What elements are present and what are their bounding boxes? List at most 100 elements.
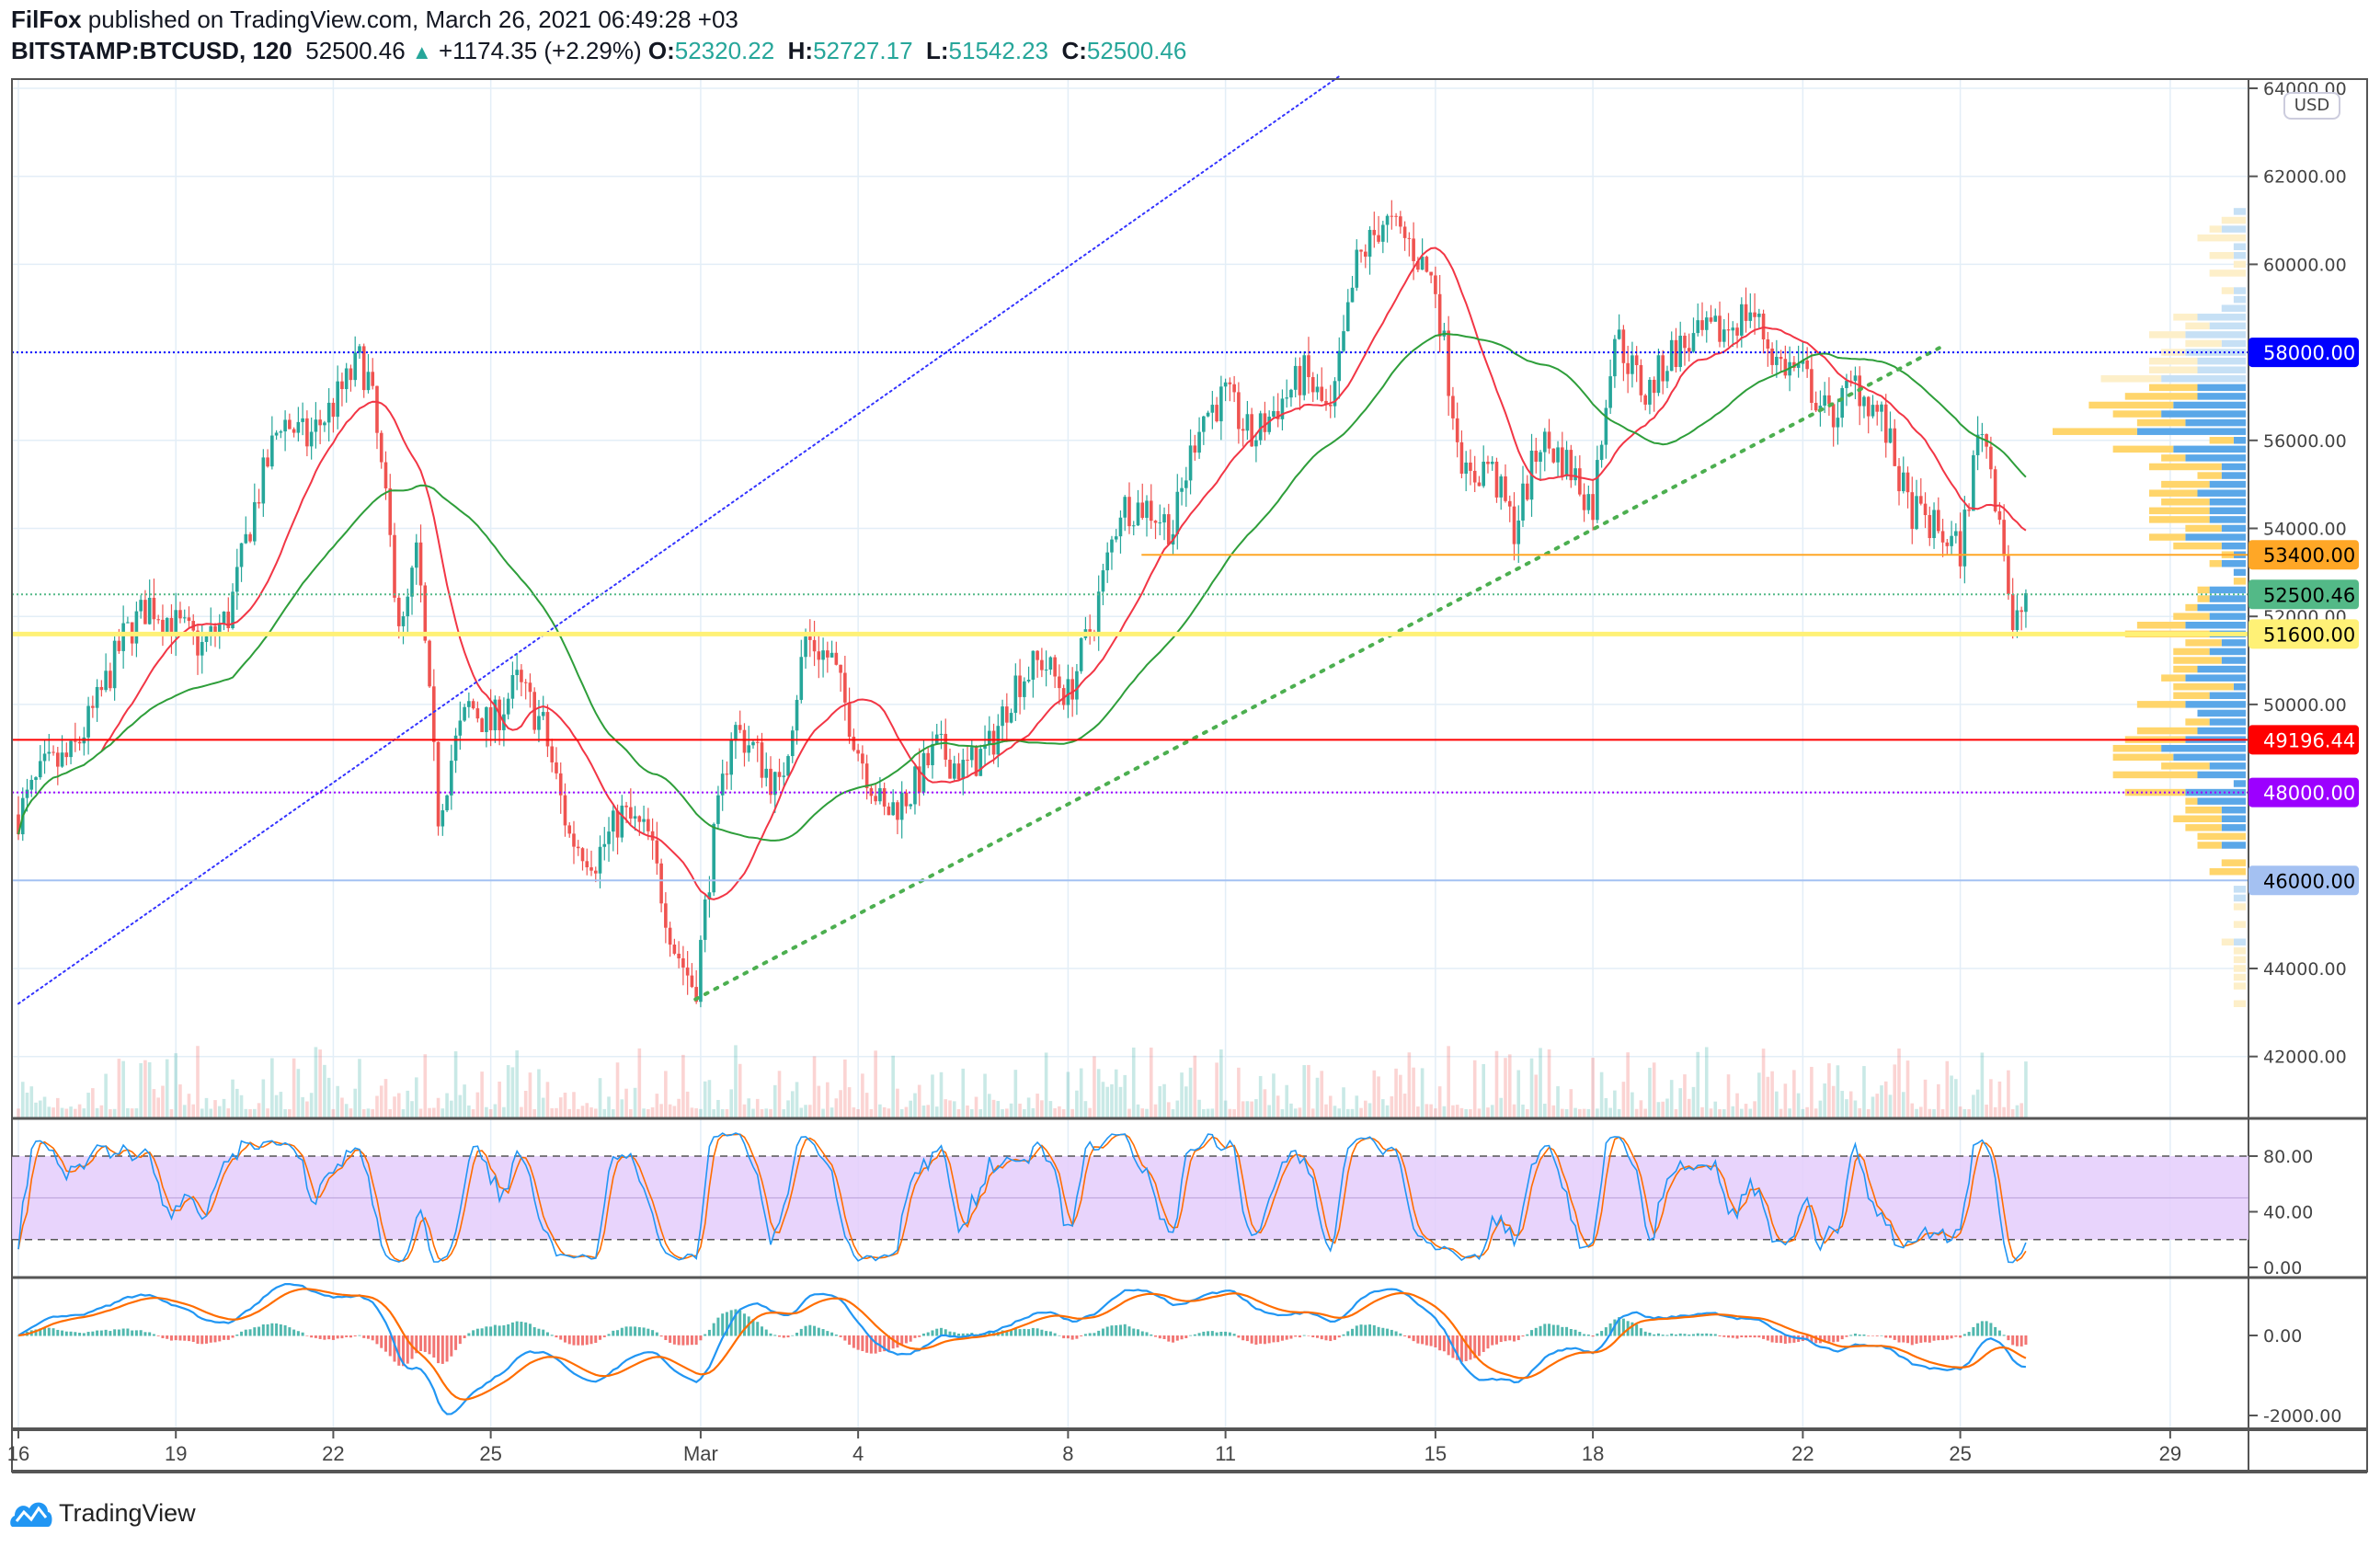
volume-bar: [1447, 1046, 1450, 1118]
macd-histogram-bar: [1718, 1335, 1722, 1337]
time-tick-label: 11: [1215, 1442, 1236, 1465]
candle-body: [1166, 514, 1171, 545]
candle-body: [1040, 659, 1044, 670]
macd-histogram-bar: [1591, 1335, 1595, 1337]
macd-histogram-bar: [1276, 1335, 1280, 1343]
macd-histogram-bar: [283, 1324, 287, 1336]
volume-bar: [253, 1108, 257, 1118]
volume-bar: [1018, 1103, 1022, 1118]
macd-histogram-bar: [1364, 1324, 1367, 1336]
author-name[interactable]: FilFox: [11, 6, 82, 33]
candle-body: [537, 716, 541, 730]
volume-bar: [528, 1072, 532, 1118]
macd-histogram-bar: [1005, 1330, 1009, 1336]
macd-histogram-bar: [988, 1332, 991, 1336]
volume-profile-down-bar: [2209, 252, 2234, 259]
volume-profile-up-bar: [2197, 489, 2246, 497]
macd-histogram-bar: [1207, 1331, 1210, 1336]
candle-body: [1564, 450, 1569, 477]
macd-histogram-bar: [1779, 1335, 1783, 1344]
volume-profile-down-bar: [2161, 480, 2210, 488]
volume-bar: [1385, 1105, 1390, 1118]
tradingview-logo[interactable]: TradingView: [9, 1497, 196, 1529]
candle-body: [1390, 215, 1394, 217]
macd-histogram-bar: [891, 1335, 895, 1349]
volume-bar: [95, 1107, 99, 1118]
candle-body: [1149, 500, 1153, 521]
macd-histogram-bar: [1118, 1324, 1122, 1336]
volume-bar: [1792, 1070, 1796, 1118]
volume-bar: [467, 1105, 471, 1118]
candle-body: [1918, 496, 1923, 504]
volume-bar: [690, 1107, 694, 1118]
candle-body: [904, 792, 909, 807]
volume-bar: [991, 1099, 996, 1118]
macd-histogram-bar: [1031, 1327, 1035, 1336]
candle-body: [1342, 331, 1345, 351]
candle-body: [200, 641, 204, 656]
volume-bar: [56, 1097, 60, 1118]
candle-body: [1337, 350, 1342, 382]
macd-histogram-bar: [1910, 1335, 1914, 1346]
candle-body: [74, 740, 77, 742]
macd-histogram-bar: [1945, 1335, 1949, 1340]
macd-histogram-bar: [948, 1331, 952, 1336]
candle-body: [117, 640, 121, 651]
candle-body: [664, 903, 668, 928]
macd-histogram-bar: [1928, 1335, 1931, 1343]
symbol-name[interactable]: BITSTAMP:BTCUSD, 120: [11, 37, 292, 64]
candle-body: [1210, 405, 1215, 413]
volume-bar: [231, 1079, 235, 1118]
macd-histogram-bar: [1372, 1324, 1376, 1336]
candle-body: [1429, 271, 1433, 276]
candle-body: [1202, 416, 1206, 432]
macd-histogram-bar: [156, 1335, 160, 1336]
macd-histogram-bar: [1530, 1330, 1534, 1336]
candle-body: [432, 686, 436, 742]
volume-bar: [318, 1049, 322, 1118]
macd-histogram-bar: [507, 1324, 510, 1336]
volume-bar: [769, 1108, 772, 1118]
volume-bar: [567, 1108, 572, 1118]
volume-bar: [834, 1098, 839, 1118]
macd-histogram-bar: [1871, 1335, 1874, 1336]
candle-body: [2024, 592, 2028, 613]
macd-histogram-bar: [139, 1330, 143, 1336]
volume-profile-up-bar: [2209, 516, 2246, 523]
volume-bar: [1634, 1108, 1639, 1118]
candle-body: [782, 775, 786, 777]
currency-badge[interactable]: USD: [2283, 92, 2340, 120]
macd-histogram-bar: [231, 1335, 235, 1338]
volume-bar: [782, 1109, 786, 1118]
volume-bar: [1210, 1108, 1215, 1118]
candle-body: [56, 752, 60, 767]
volume-profile-down-bar: [2233, 1000, 2246, 1007]
volume-bar: [1586, 1108, 1591, 1118]
candle-body: [1596, 460, 1599, 521]
volume-profile-up-bar: [2209, 586, 2246, 594]
volume-bar: [1455, 1105, 1459, 1118]
volume-bar: [1355, 1095, 1359, 1118]
candle-body: [1066, 679, 1070, 705]
macd-histogram-bar: [1783, 1335, 1787, 1344]
macd-histogram-bar: [143, 1332, 147, 1336]
open-label: O:: [647, 37, 675, 64]
volume-bar: [1810, 1066, 1814, 1118]
candle-body: [1534, 451, 1539, 462]
volume-bar: [1918, 1106, 1923, 1118]
volume-bar: [1494, 1050, 1499, 1118]
candle-body: [213, 625, 217, 635]
candle-body: [485, 706, 488, 732]
candle-body: [1845, 380, 1848, 388]
volume-bar: [1359, 1107, 1363, 1118]
volume-bar: [2002, 1106, 2006, 1118]
macd-histogram-bar: [528, 1324, 532, 1336]
price-label-text: 52500.46: [2263, 584, 2355, 606]
volume-profile-up-bar: [2233, 287, 2246, 294]
price-label-text: 48000.00: [2263, 783, 2355, 805]
volume-bar: [1504, 1058, 1507, 1118]
macd-histogram-bar: [721, 1313, 725, 1336]
volume-bar: [939, 1071, 944, 1118]
macd-histogram-bar: [1399, 1333, 1402, 1336]
